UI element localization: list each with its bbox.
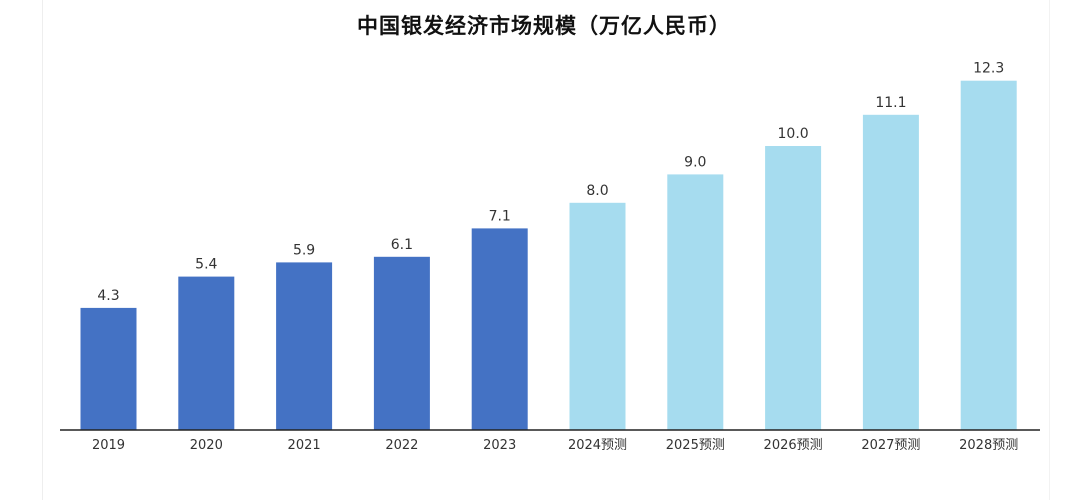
x-tick-label-2021: 2021 [288,438,321,453]
value-labels-layer: 4.3 5.4 5.9 6.1 7.1 8.0 9.0 10.0 11.1 12.3 [97,61,1004,304]
x-tick-label-2023: 2023 [483,438,516,453]
value-label-2023: 7.1 [489,208,511,224]
bar-2024预测 [569,202,626,430]
x-tick-label-2026预测: 2026预测 [764,438,823,453]
bar-2023 [471,228,528,430]
x-tick-label-2024预测: 2024预测 [568,438,627,453]
bar-2020 [178,276,235,430]
x-tick-label-2019: 2019 [92,438,125,453]
right-border-line [1049,0,1050,500]
bar-2019 [80,307,137,430]
x-tick-label-2020: 2020 [190,438,223,453]
bars-layer [80,80,1017,431]
bar-2025预测 [667,174,724,430]
tick-labels-layer: 2019 2020 2021 2022 2023 2024预测 2025预测 2026预测 20… [92,438,1018,453]
bar-2028预测 [960,80,1017,430]
value-label-2027预测: 11.1 [875,95,906,111]
left-border-line [42,0,43,500]
value-label-2020: 5.4 [195,257,217,273]
bar-2021 [276,262,333,430]
chart-title: 中国银发经济市场规模（万亿人民币） [357,14,731,38]
value-label-2025预测: 9.0 [684,154,706,170]
value-label-2028预测: 12.3 [973,61,1004,77]
x-tick-label-2022: 2022 [385,438,418,453]
bar-2027预测 [862,114,919,431]
value-label-2022: 6.1 [391,237,413,253]
x-tick-label-2025预测: 2025预测 [666,438,725,453]
bar-2026预测 [765,146,822,430]
x-tick-label-2028预测: 2028预测 [959,438,1018,453]
value-label-2026预测: 10.0 [778,126,809,142]
value-label-2019: 4.3 [97,288,119,304]
x-tick-label-2027预测: 2027预测 [861,438,920,453]
value-label-2021: 5.9 [293,242,315,258]
bar-2022 [373,256,430,430]
value-label-2024预测: 8.0 [586,183,608,199]
